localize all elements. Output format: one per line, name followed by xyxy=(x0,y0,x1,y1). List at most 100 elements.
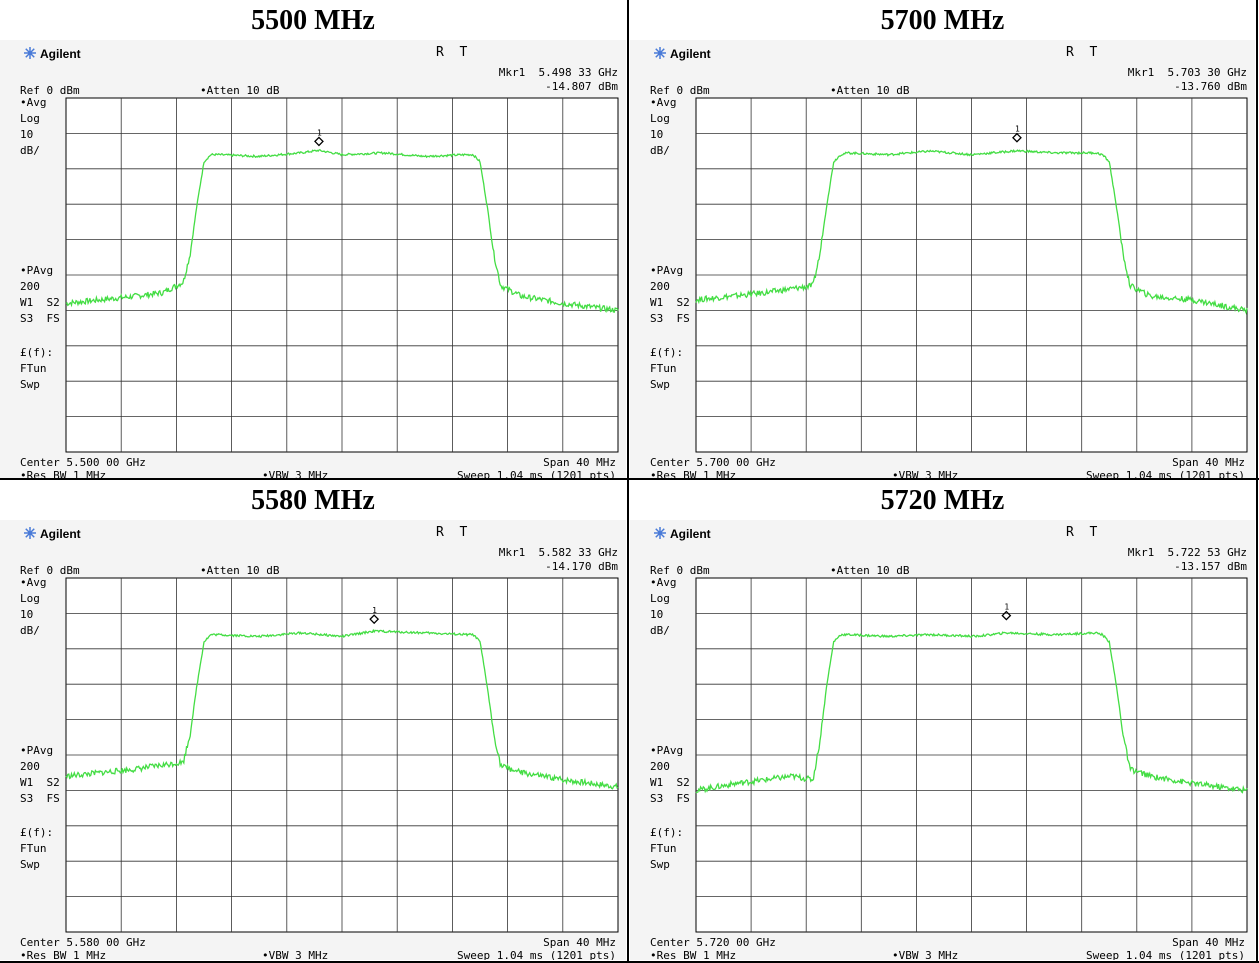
video-bandwidth: •VBW 3 MHz xyxy=(892,469,958,480)
table-border xyxy=(627,0,629,963)
table-border xyxy=(1256,0,1258,963)
side-label: W1 S2 xyxy=(20,296,60,309)
brand-label: Agilent xyxy=(40,47,81,61)
attenuation: •Atten 10 dB xyxy=(200,564,280,577)
sweep-time: Sweep 1.04 ms (1201 pts) xyxy=(457,469,616,480)
attenuation: •Atten 10 dB xyxy=(830,564,910,577)
side-label: FTun xyxy=(20,362,47,375)
center-frequency: Center 5.720 00 GHz xyxy=(650,936,776,949)
resolution-bandwidth: •Res BW 1 MHz xyxy=(20,469,106,480)
side-label: •PAvg xyxy=(650,264,683,277)
side-label: 10 xyxy=(20,608,33,621)
panel-title: 5500 MHz xyxy=(251,5,375,36)
side-label: FTun xyxy=(650,842,677,855)
panel-title: 5720 MHz xyxy=(880,485,1005,516)
spectrum-analyzer-screen: Agilent R T Mkr1 5.722 53 GHz-13.157 dBm Re… xyxy=(630,520,1255,960)
side-label: S3 FS xyxy=(20,792,60,805)
marker-readout-level: -14.807 dBm xyxy=(545,80,618,93)
side-label: FTun xyxy=(20,842,47,855)
span: Span 40 MHz xyxy=(543,456,616,469)
agilent-spark-icon xyxy=(24,527,36,539)
side-label: 10 xyxy=(650,608,663,621)
spectrum-trace xyxy=(65,628,619,790)
sweep-time: Sweep 1.04 ms (1201 pts) xyxy=(457,949,616,960)
spectrum-trace xyxy=(695,631,1248,794)
span: Span 40 MHz xyxy=(1172,456,1245,469)
graticule xyxy=(695,577,1248,933)
attenuation: •Atten 10 dB xyxy=(830,84,910,97)
span: Span 40 MHz xyxy=(543,936,616,949)
side-label: dB/ xyxy=(650,624,670,637)
side-label: •Avg xyxy=(650,576,677,589)
side-label: FTun xyxy=(650,362,677,375)
center-frequency: Center 5.700 00 GHz xyxy=(650,456,776,469)
side-label: W1 S2 xyxy=(650,776,690,789)
brand-label: Agilent xyxy=(670,47,711,61)
attenuation: •Atten 10 dB xyxy=(200,84,280,97)
side-label: Log xyxy=(650,112,670,125)
spectrum-analyzer-screen: Agilent R T Mkr1 5.498 33 GHz-14.807 dBm Re… xyxy=(0,40,626,480)
side-label: •Avg xyxy=(650,96,677,109)
ref-level: Ref 0 dBm xyxy=(20,84,80,97)
spectrum-analyzer-screen: Agilent R T Mkr1 5.703 30 GHz-13.760 dBm Re… xyxy=(630,40,1255,480)
status-label: R T xyxy=(436,45,467,60)
side-label: dB/ xyxy=(20,144,40,157)
side-label: 200 xyxy=(650,280,670,293)
panel-title: 5700 MHz xyxy=(880,5,1005,36)
side-label: 10 xyxy=(650,128,663,141)
video-bandwidth: •VBW 3 MHz xyxy=(262,949,328,960)
resolution-bandwidth: •Res BW 1 MHz xyxy=(20,949,106,960)
marker-diamond xyxy=(314,136,324,147)
marker-readout-level: -14.170 dBm xyxy=(545,560,618,573)
marker-number: 1 xyxy=(1004,603,1009,612)
agilent-spark-icon xyxy=(24,47,36,59)
side-label: S3 FS xyxy=(650,312,690,325)
side-label: £(f): xyxy=(20,346,53,359)
table-border xyxy=(0,961,1259,963)
video-bandwidth: •VBW 3 MHz xyxy=(262,469,328,480)
graticule xyxy=(65,97,619,453)
spectrum-trace xyxy=(65,148,619,313)
sweep-time: Sweep 1.04 ms (1201 pts) xyxy=(1086,949,1245,960)
side-label: •Avg xyxy=(20,576,47,589)
center-frequency: Center 5.500 00 GHz xyxy=(20,456,146,469)
marker-readout-freq: Mkr1 5.703 30 GHz xyxy=(1128,66,1247,79)
side-label: 200 xyxy=(20,760,40,773)
side-label: Swp xyxy=(650,858,670,871)
side-label: £(f): xyxy=(650,346,683,359)
agilent-spark-icon xyxy=(654,527,666,539)
resolution-bandwidth: •Res BW 1 MHz xyxy=(650,949,736,960)
side-label: 200 xyxy=(650,760,670,773)
ref-level: Ref 0 dBm xyxy=(650,84,710,97)
span: Span 40 MHz xyxy=(1172,936,1245,949)
marker-readout-freq: Mkr1 5.498 33 GHz xyxy=(499,66,618,79)
status-label: R T xyxy=(436,525,467,540)
ref-level: Ref 0 dBm xyxy=(20,564,80,577)
status-label: R T xyxy=(1066,45,1097,60)
graticule xyxy=(695,97,1248,453)
side-label: 200 xyxy=(20,280,40,293)
side-label: •Avg xyxy=(20,96,47,109)
marker-readout-level: -13.157 dBm xyxy=(1174,560,1247,573)
status-label: R T xyxy=(1066,525,1097,540)
video-bandwidth: •VBW 3 MHz xyxy=(892,949,958,960)
sweep-time: Sweep 1.04 ms (1201 pts) xyxy=(1086,469,1245,480)
agilent-spark-icon xyxy=(654,47,666,59)
resolution-bandwidth: •Res BW 1 MHz xyxy=(650,469,736,480)
spectrum-trace xyxy=(695,149,1248,315)
marker-number: 1 xyxy=(317,128,322,137)
side-label: £(f): xyxy=(650,826,683,839)
table-border xyxy=(0,478,1259,480)
marker-readout-level: -13.760 dBm xyxy=(1174,80,1247,93)
brand-label: Agilent xyxy=(670,527,711,541)
side-label: Swp xyxy=(20,378,40,391)
side-label: •PAvg xyxy=(20,744,53,757)
marker-number: 1 xyxy=(372,606,377,615)
side-label: dB/ xyxy=(20,624,40,637)
side-label: Swp xyxy=(20,858,40,871)
side-label: S3 FS xyxy=(20,312,60,325)
side-label: W1 S2 xyxy=(650,296,690,309)
spectrum-analyzer-screen: Agilent R T Mkr1 5.582 33 GHz-14.170 dBm Re… xyxy=(0,520,626,960)
brand-label: Agilent xyxy=(40,527,81,541)
panel-cell: 5700 MHz Agilent R T Mkr1 5.703 30 GHz -13.7… xyxy=(630,0,1255,480)
